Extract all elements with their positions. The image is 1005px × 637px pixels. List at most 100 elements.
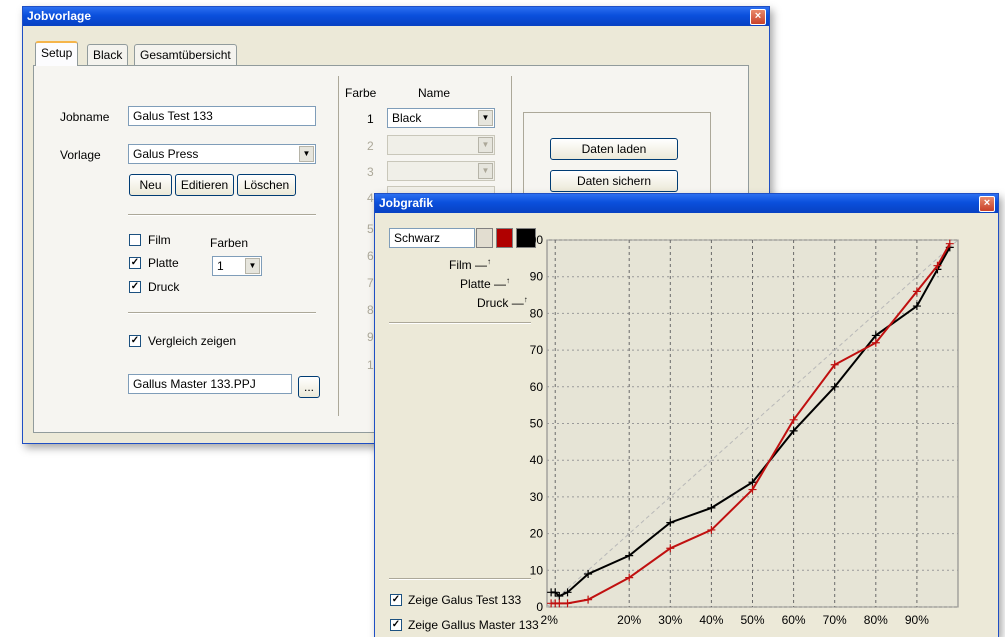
browse-button[interactable]: ... [298, 376, 320, 398]
reference-diagonal [546, 239, 959, 608]
x-tick-label: 90% [905, 613, 929, 627]
show-master-checkbox[interactable]: ✓ [390, 619, 402, 631]
jobvorlage-title: Jobvorlage [27, 9, 92, 23]
neu-button[interactable]: Neu [129, 174, 172, 196]
separator [128, 312, 316, 314]
y-tick-label: 40 [530, 453, 544, 467]
data-point [555, 599, 564, 608]
tab-setup[interactable]: Setup [35, 41, 79, 66]
chevron-down-icon[interactable]: ▼ [245, 258, 260, 274]
y-tick-label: 30 [530, 490, 544, 504]
vorlage-select[interactable]: Galus Press ▼ [128, 144, 316, 164]
film-label: Film [148, 233, 171, 247]
platte-checkbox[interactable]: ✓ [129, 257, 141, 269]
jobname-input[interactable]: Galus Test 133 [128, 106, 316, 126]
data-point [871, 338, 880, 347]
data-point [945, 239, 954, 248]
vorlage-label: Vorlage [60, 148, 101, 162]
data-point [666, 544, 675, 553]
farbe-name-value: Black [392, 111, 422, 125]
chevron-down-icon[interactable]: ▼ [478, 110, 493, 126]
druck-checkbox[interactable]: ✓ [129, 281, 141, 293]
show-master-label: Zeige Gallus Master 133 [408, 618, 539, 632]
data-point [748, 485, 757, 494]
farbe-num: 7 [367, 276, 374, 290]
chevron-down-icon[interactable]: ▼ [299, 146, 314, 162]
farben-value: 1 [217, 259, 224, 273]
data-point [625, 551, 634, 560]
x-tick-label: 40% [699, 613, 723, 627]
name-header: Name [418, 86, 451, 100]
farbe-num: 9 [367, 330, 374, 344]
y-tick-label: 70 [530, 343, 544, 357]
data-point [871, 331, 880, 340]
tab-gesamtuebersicht[interactable]: Gesamtübersicht [134, 44, 237, 65]
data-point [563, 599, 572, 608]
legend-label: Platte [460, 277, 491, 291]
farbe-num: 4 [367, 191, 374, 205]
chevron-down-icon: ▼ [478, 163, 493, 179]
farbe-num: 3 [367, 165, 374, 179]
daten-sichern-button[interactable]: Daten sichern [550, 170, 678, 192]
x-tick-label: 60% [782, 613, 806, 627]
farbe-num: 1 [367, 358, 374, 372]
curve-arrow-icon: —↑ [511, 295, 528, 310]
jobgrafik-titlebar[interactable]: Jobgrafik [375, 194, 998, 213]
data-point [584, 595, 593, 604]
data-point [748, 478, 757, 487]
swatch-paper[interactable] [476, 228, 493, 248]
file-input[interactable]: Gallus Master 133.PPJ [128, 374, 292, 394]
data-point [933, 261, 942, 270]
x-tick-label: 30% [658, 613, 682, 627]
separator [389, 578, 531, 580]
loeschen-button[interactable]: Löschen [237, 174, 296, 196]
y-tick-label: 60 [530, 380, 544, 394]
separator [389, 322, 531, 324]
show-test-label: Zeige Galus Test 133 [408, 593, 522, 607]
close-icon[interactable]: × [979, 196, 995, 212]
swatch-red[interactable] [496, 228, 513, 248]
farbe-num: 8 [367, 303, 374, 317]
film-checkbox[interactable] [129, 234, 141, 246]
curve-arrow-icon: —↑ [494, 276, 511, 291]
legend-label: Druck [477, 296, 509, 310]
data-point [707, 503, 716, 512]
legend-label: Film [449, 258, 472, 272]
farbe-num: 6 [367, 249, 374, 263]
data-point [563, 588, 572, 597]
data-point [551, 588, 560, 597]
data-point [707, 525, 716, 534]
data-point [666, 518, 675, 527]
data-point [830, 382, 839, 391]
data-point [789, 426, 798, 435]
swatch-black[interactable] [516, 228, 536, 248]
editieren-button[interactable]: Editieren [175, 174, 234, 196]
tone-curve-chart: 0 10 20 30 40 50 60 70 80 90 100 2% 20% 30% 40% 50% 60% 7… [525, 233, 959, 627]
x-tick-label: 70% [823, 613, 847, 627]
y-tick-label: 90 [530, 270, 544, 284]
vorlage-value: Galus Press [133, 147, 199, 161]
x-tick-label: 2% [541, 613, 559, 627]
curve-arrow-icon: —↑ [475, 257, 492, 272]
close-icon[interactable]: × [750, 9, 766, 25]
tab-label: Black [93, 48, 123, 62]
data-point [789, 415, 798, 424]
farbe-name-select: ▼ [387, 161, 495, 181]
show-test-checkbox[interactable]: ✓ [390, 594, 402, 606]
tab-label: Setup [41, 46, 73, 60]
jobvorlage-titlebar[interactable]: Jobvorlage [23, 7, 769, 26]
y-tick-label: 80 [530, 306, 544, 320]
chevron-down-icon: ▼ [478, 137, 493, 153]
color-name-field[interactable]: Schwarz [389, 228, 475, 248]
data-point [912, 302, 921, 311]
farbe-name-select[interactable]: Black ▼ [387, 108, 495, 128]
farben-label: Farben [210, 236, 249, 250]
vergleich-checkbox[interactable]: ✓ [129, 335, 141, 347]
jobname-label: Jobname [60, 110, 110, 124]
druck-label: Druck [148, 280, 180, 294]
data-point [584, 569, 593, 578]
daten-laden-button[interactable]: Daten laden [550, 138, 678, 160]
tab-black[interactable]: Black [87, 44, 129, 65]
farben-select[interactable]: 1 ▼ [212, 256, 262, 276]
farbe-header: Farbe [345, 86, 377, 100]
